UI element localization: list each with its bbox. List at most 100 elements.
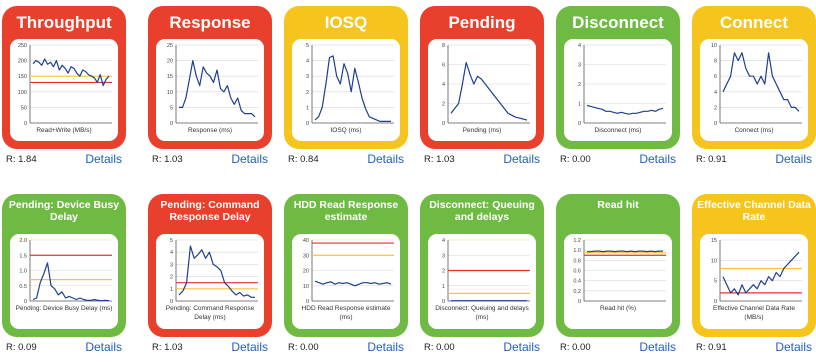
x-axis-label: Response (ms) xyxy=(187,127,233,134)
y-tick-label: 2 xyxy=(578,82,581,88)
y-tick-label: 4 xyxy=(442,238,445,244)
x-axis-label: Disconnect (ms) xyxy=(594,127,642,134)
status-tile-green[interactable]: Disconnect 0 1 2 3 4 Disconnect (ms) xyxy=(556,6,680,149)
y-tick-label: 2 xyxy=(442,269,445,275)
chart-panel: 0 0.2 0.4 0.6 0.8 1.0 1.2 Read hit (%) xyxy=(564,234,672,329)
card-pending-device-busy-delay[interactable]: Pending: Device Busy Delay 0 0.5 1.0 1.5 2.0 P… xyxy=(2,194,126,359)
y-tick-label: 1.0 xyxy=(19,269,27,275)
chart: 0 0.2 0.4 0.6 0.8 1.0 1.2 xyxy=(573,238,666,305)
x-axis-label: HDD Read Response estimate (ms) xyxy=(301,305,391,321)
details-link[interactable]: Details xyxy=(85,340,122,354)
status-tile-red[interactable]: Throughput 0 50 100 150 200 250 Read+Write (MB/… xyxy=(2,6,126,149)
chart-panel: 0 1 2 3 4 Disconnect: Queuing and delays (ms) xyxy=(428,234,536,329)
r-value: R: 0.00 xyxy=(560,342,591,353)
y-tick-label: 0 xyxy=(24,299,27,305)
y-tick-label: 0 xyxy=(24,121,27,127)
y-tick-label: 0 xyxy=(578,299,581,305)
card-footer: R: 1.03 Details xyxy=(148,151,272,171)
card-title: Pending xyxy=(448,13,516,32)
y-tick-label: 2.0 xyxy=(19,238,27,244)
status-tile-green[interactable]: Pending: Device Busy Delay 0 0.5 1.0 1.5 2.0 P… xyxy=(2,194,126,337)
y-tick-label: 50 xyxy=(21,105,27,111)
r-value: R: 1.03 xyxy=(152,342,183,353)
details-link[interactable]: Details xyxy=(231,152,268,166)
card-footer: R: 0.00 Details xyxy=(420,339,544,359)
details-link[interactable]: Details xyxy=(367,340,404,354)
status-tile-red[interactable]: Pending: Command Response Delay 0 1 2 3 4 5 Pen… xyxy=(148,194,272,337)
card-disconnect-queuing-and-delays[interactable]: Disconnect: Queuing and delays 0 1 2 3 4 Disco… xyxy=(420,194,544,359)
card-pending[interactable]: Pending 0 2 4 6 8 Pending (ms) R: 1.03 Details xyxy=(420,6,544,171)
card-throughput[interactable]: Throughput 0 50 100 150 200 250 Read+Write (MB/… xyxy=(2,6,126,171)
r-value: R: 0.91 xyxy=(696,154,727,165)
y-tick-label: 40 xyxy=(303,238,309,244)
y-tick-label: 10 xyxy=(711,258,717,264)
y-tick-label: 0.8 xyxy=(573,258,581,264)
y-tick-label: 1 xyxy=(306,105,309,111)
y-tick-label: 1 xyxy=(578,102,581,108)
y-tick-label: 150 xyxy=(18,74,27,80)
chart-panel: 0 2 4 6 8 Pending (ms) xyxy=(428,39,536,141)
details-link[interactable]: Details xyxy=(639,340,676,354)
card-effective-channel-data-rate[interactable]: Effective Channel Data Rate 0 5 10 15 Effecti… xyxy=(692,194,816,359)
chart: 0 1 2 3 4 xyxy=(442,238,530,305)
status-tile-green[interactable]: Read hit 0 0.2 0.4 0.6 0.8 1.0 1.2 Read hit (%) xyxy=(556,194,680,337)
details-link[interactable]: Details xyxy=(503,152,540,166)
chart: 0 0.5 1.0 1.5 2.0 xyxy=(19,238,112,305)
series-line xyxy=(314,280,392,287)
y-tick-label: 4 xyxy=(170,250,173,256)
y-tick-label: 20 xyxy=(303,269,309,275)
y-tick-label: 0 xyxy=(442,121,445,127)
r-value: R: 0.00 xyxy=(424,342,455,353)
card-title: IOSQ xyxy=(324,13,368,32)
y-tick-label: 8 xyxy=(714,59,717,65)
y-tick-label: 1.5 xyxy=(19,253,27,259)
status-tile-green[interactable]: Disconnect: Queuing and delays 0 1 2 3 4 Disco… xyxy=(420,194,544,337)
card-hdd-read-response-estimate[interactable]: HDD Read Response estimate 0 10 20 30 40 HDD R… xyxy=(284,194,408,359)
chart-panel: 0 2 4 6 8 10 Connect (ms) xyxy=(700,39,808,141)
status-tile-yellow[interactable]: IOSQ 0 1 2 3 4 5 IOSQ (ms) xyxy=(284,6,408,149)
status-tile-green[interactable]: HDD Read Response estimate 0 10 20 30 40 HDD R… xyxy=(284,194,408,337)
chart-panel: 0 50 100 150 200 250 Read+Write (MB/s) xyxy=(10,39,118,141)
r-value: R: 0.09 xyxy=(6,342,37,353)
card-disconnect[interactable]: Disconnect 0 1 2 3 4 Disconnect (ms) R: 0.00 Det… xyxy=(556,6,680,171)
card-response[interactable]: Response 0 5 10 15 20 25 Response (ms) R: 1.03 De… xyxy=(148,6,272,171)
card-title: Throughput xyxy=(16,13,112,32)
y-tick-label: 5 xyxy=(714,279,717,285)
series-line xyxy=(179,60,256,118)
y-tick-label: 6 xyxy=(442,63,445,69)
details-link[interactable]: Details xyxy=(85,152,122,166)
y-tick-label: 100 xyxy=(18,90,27,96)
details-link[interactable]: Details xyxy=(775,152,812,166)
card-iosq[interactable]: IOSQ 0 1 2 3 4 5 IOSQ (ms) R: 0.84 Details xyxy=(284,6,408,171)
card-connect[interactable]: Connect 0 2 4 6 8 10 Connect (ms) R: 0.91 Details xyxy=(692,6,816,171)
card-read-hit[interactable]: Read hit 0 0.2 0.4 0.6 0.8 1.0 1.2 Read hit (%) R… xyxy=(556,194,680,359)
chart-panel: 0 1 2 3 4 5 IOSQ (ms) xyxy=(292,39,400,141)
card-pending-command-response-delay[interactable]: Pending: Command Response Delay 0 1 2 3 4 5 Pen… xyxy=(148,194,272,359)
status-tile-yellow[interactable]: Effective Channel Data Rate 0 5 10 15 Effecti… xyxy=(692,194,816,337)
y-tick-label: 4 xyxy=(714,90,717,96)
status-tile-red[interactable]: Response 0 5 10 15 20 25 Response (ms) xyxy=(148,6,272,149)
r-value: R: 0.00 xyxy=(288,342,319,353)
y-tick-label: 15 xyxy=(711,238,717,244)
y-tick-label: 4 xyxy=(578,43,581,49)
x-axis-label: Disconnect: Queuing and delays (ms) xyxy=(435,305,529,321)
chart: 0 1 2 3 4 xyxy=(578,43,666,127)
y-tick-label: 10 xyxy=(711,43,717,49)
status-tile-red[interactable]: Pending 0 2 4 6 8 Pending (ms) xyxy=(420,6,544,149)
r-value: R: 1.03 xyxy=(152,154,183,165)
y-tick-label: 6 xyxy=(714,74,717,80)
details-link[interactable]: Details xyxy=(367,152,404,166)
details-link[interactable]: Details xyxy=(503,340,540,354)
status-tile-yellow[interactable]: Connect 0 2 4 6 8 10 Connect (ms) xyxy=(692,6,816,149)
y-tick-label: 0 xyxy=(306,299,309,305)
details-link[interactable]: Details xyxy=(231,340,268,354)
series-line xyxy=(722,251,800,296)
y-tick-label: 10 xyxy=(303,284,309,290)
series-line xyxy=(178,245,255,298)
y-tick-label: 30 xyxy=(303,253,309,259)
y-tick-label: 250 xyxy=(18,43,27,49)
y-tick-label: 0 xyxy=(714,299,717,305)
details-link[interactable]: Details xyxy=(639,152,676,166)
details-link[interactable]: Details xyxy=(775,340,812,354)
y-tick-label: 20 xyxy=(167,59,173,65)
